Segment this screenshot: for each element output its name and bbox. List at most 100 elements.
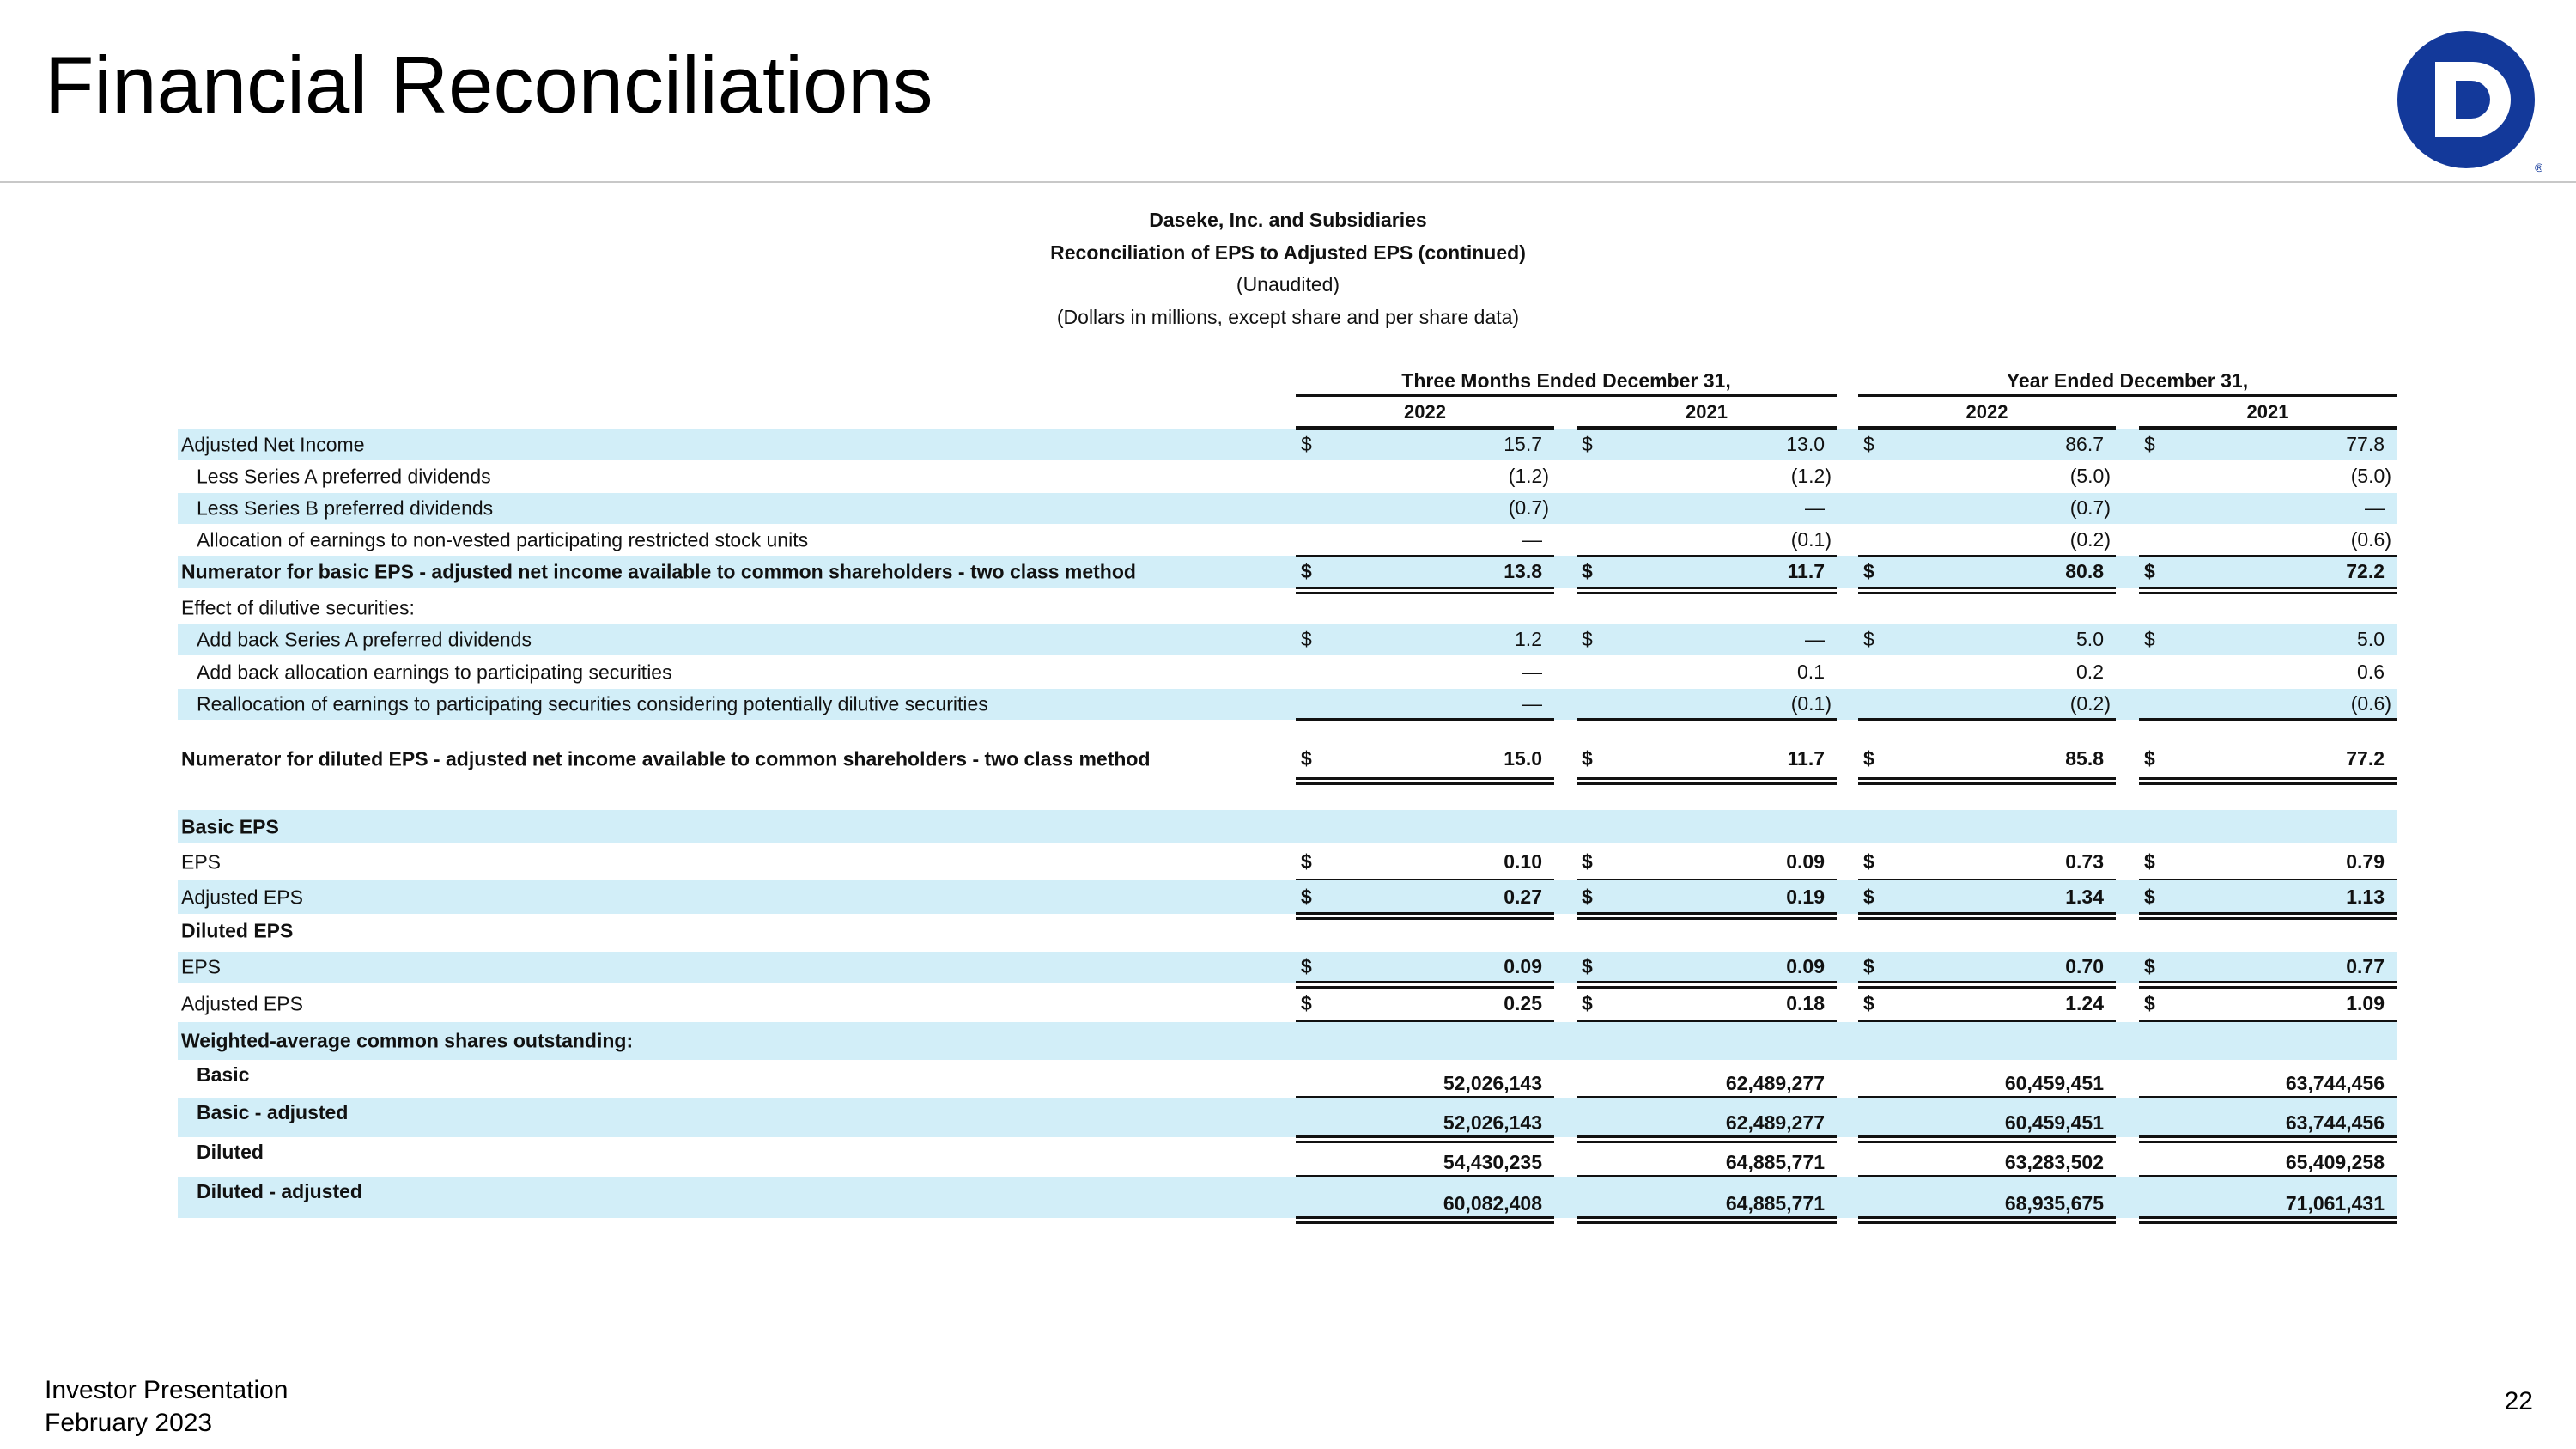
value: 1.09: [2346, 992, 2385, 1014]
underline-rule: [1296, 1175, 1554, 1178]
underline-rule: [1296, 1096, 1554, 1099]
value: 63,744,456: [2285, 1072, 2385, 1094]
currency-symbol: $: [1863, 560, 1874, 582]
value-cell: $0.10: [1296, 850, 1554, 874]
underline-rule: [1296, 879, 1554, 881]
value: (0.7): [1508, 496, 1549, 519]
value: 0.1: [1797, 660, 1825, 683]
underline-rule: [1858, 1096, 2116, 1099]
value-cell: —: [1296, 661, 1554, 685]
currency-symbol: $: [1301, 992, 1312, 1014]
value-cell: $13.8: [1296, 560, 1554, 584]
value-cell: $72.2: [2139, 560, 2397, 584]
value: 0.19: [1786, 885, 1825, 908]
double-underline-rule: [2139, 782, 2397, 785]
row-label: Diluted: [197, 1141, 264, 1163]
value: 60,459,451: [2004, 1072, 2104, 1094]
table-row: EPS $0.09 $0.09 $0.70 $0.77: [178, 952, 2397, 983]
underline-rule: [1577, 1175, 1837, 1178]
underline-rule: [1296, 1020, 1554, 1023]
value: 0.27: [1504, 885, 1542, 908]
double-underline-rule: [1296, 1141, 1554, 1143]
footer: Investor Presentation February 2023: [45, 1374, 289, 1440]
value-cell: $0.09: [1577, 850, 1837, 874]
value-cell: 60,459,451: [1858, 1072, 2116, 1096]
value-cell: $11.7: [1577, 747, 1837, 771]
value: —: [1805, 628, 1825, 650]
underline-rule: [2139, 1096, 2397, 1099]
currency-symbol: $: [1582, 849, 1593, 873]
value-cell: —: [1296, 692, 1554, 716]
table-row: EPS $0.10 $0.09 $0.73 $0.79: [178, 843, 2397, 880]
value: (5.0): [2350, 465, 2391, 487]
underline-rule: [2139, 1175, 2397, 1178]
year-header: 2021: [2246, 401, 2289, 423]
double-underline-rule: [1577, 1141, 1837, 1143]
value: (0.7): [2069, 496, 2111, 519]
underline-rule: [1858, 981, 2116, 983]
underline-rule: [1577, 1216, 1837, 1219]
value: 63,744,456: [2285, 1111, 2385, 1134]
value: 15.0: [1504, 747, 1542, 770]
value-cell: 52,026,143: [1296, 1072, 1554, 1096]
currency-symbol: $: [2144, 747, 2155, 770]
row-label: Less Series A preferred dividends: [197, 465, 491, 488]
page-number: 22: [2504, 1387, 2533, 1416]
value-cell: $5.0: [1858, 628, 2116, 652]
value-cell: 54,430,235: [1296, 1151, 1554, 1175]
row-label: Basic EPS: [181, 815, 279, 837]
value: (0.2): [2069, 692, 2111, 715]
value-cell: 60,459,451: [1858, 1111, 2116, 1135]
row-label: Adjusted EPS: [181, 886, 303, 908]
value: 1.2: [1515, 628, 1542, 650]
value-cell: 68,935,675: [1858, 1192, 2116, 1216]
table-row: Adjusted Net Income $15.7 $13.0 $86.7 $77.8: [178, 429, 2397, 460]
company-logo: ®: [2397, 31, 2542, 174]
underline-rule: [1577, 1020, 1837, 1023]
double-underline-rule: [1858, 782, 2116, 785]
value: (1.2): [1508, 465, 1549, 487]
currency-symbol: $: [1582, 560, 1593, 582]
value: 5.0: [2357, 628, 2385, 650]
value: 65,409,258: [2285, 1151, 2385, 1173]
row-label: Weighted-average common shares outstandi…: [181, 1029, 634, 1052]
value-cell: $0.09: [1296, 955, 1554, 979]
double-underline-rule: [1858, 917, 2116, 920]
value-cell: 63,744,456: [2139, 1072, 2397, 1096]
table-row: Weighted-average common shares outstandi…: [178, 1022, 2397, 1060]
value-cell: $86.7: [1858, 433, 2116, 457]
value: 13.0: [1786, 432, 1825, 455]
value: 52,026,143: [1443, 1072, 1542, 1094]
value-cell: $80.8: [1858, 560, 2116, 584]
value-cell: 0.6: [2139, 661, 2397, 685]
subtotal-rule: [1577, 428, 1837, 430]
currency-symbol: $: [1301, 628, 1312, 650]
value-cell: 62,489,277: [1577, 1072, 1837, 1096]
value-cell: $0.77: [2139, 955, 2397, 979]
currency-symbol: $: [1301, 885, 1312, 908]
underline-rule: [2139, 1135, 2397, 1138]
value: —: [1522, 660, 1542, 683]
currency-symbol: $: [1863, 628, 1874, 650]
value: (0.2): [2069, 527, 2111, 551]
value: 52,026,143: [1443, 1111, 1542, 1134]
double-underline-rule: [1858, 592, 2116, 594]
row-label: Add back Series A preferred dividends: [197, 628, 532, 651]
underline-rule: [1858, 1020, 2116, 1023]
year-underline: [1577, 426, 1837, 429]
value-cell: 0.1: [1577, 661, 1837, 685]
value: 0.09: [1786, 955, 1825, 977]
currency-symbol: $: [2144, 432, 2155, 455]
value-cell: 71,061,431: [2139, 1192, 2397, 1216]
company-name: Daseke, Inc. and Subsidiaries: [1149, 209, 1427, 231]
table-row: Basic EPS: [178, 810, 2397, 843]
row-label: Add back allocation earnings to particip…: [197, 661, 672, 683]
currency-symbol: $: [1582, 747, 1593, 770]
underline-rule: [1296, 1135, 1554, 1138]
currency-symbol: $: [2144, 885, 2155, 908]
double-underline-rule: [1858, 986, 2116, 989]
value-cell: (0.2): [1858, 528, 2116, 552]
year-header: 2022: [1404, 401, 1446, 423]
value-cell: —: [1577, 496, 1837, 521]
value-cell: 63,744,456: [2139, 1111, 2397, 1135]
